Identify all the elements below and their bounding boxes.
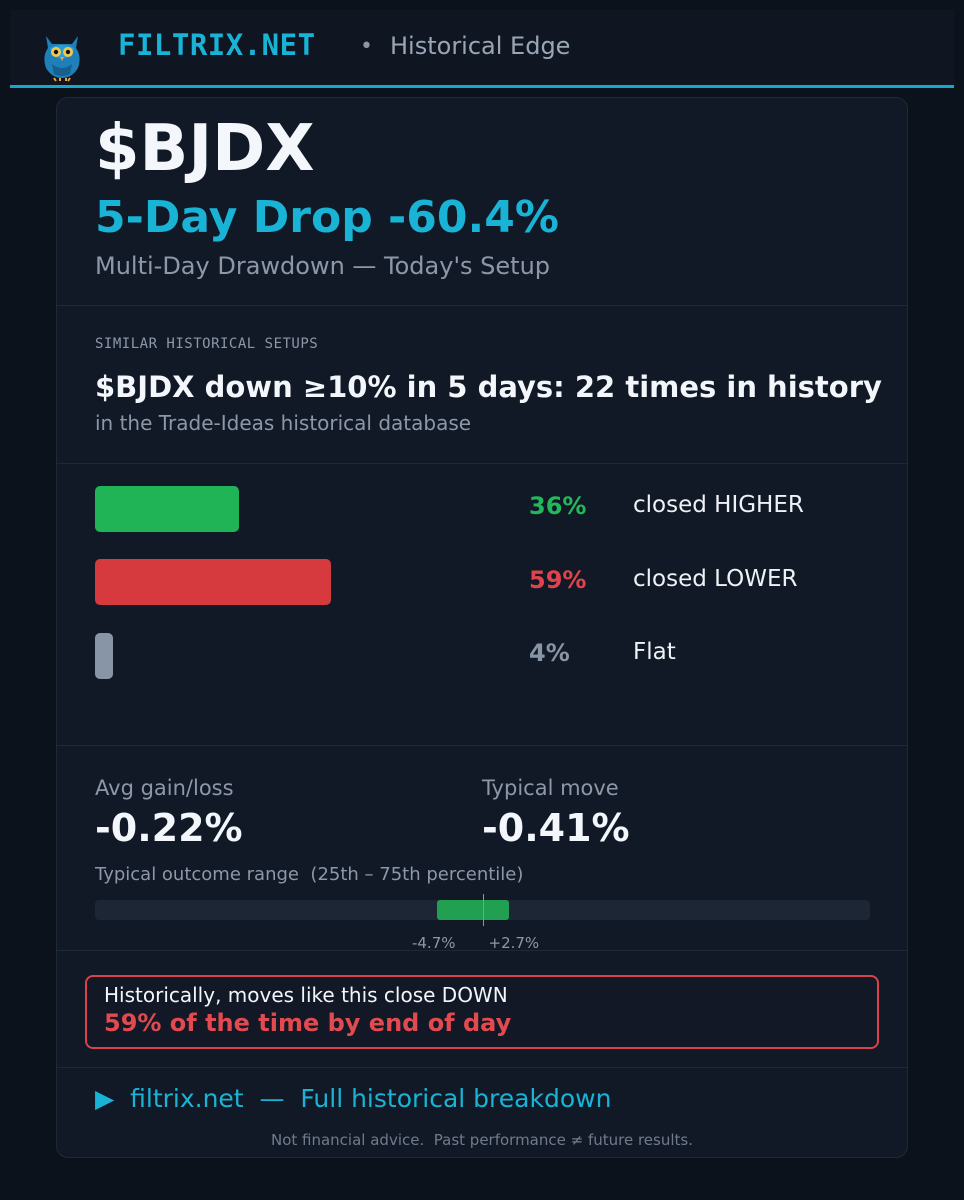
brand-separator: • — [360, 34, 373, 59]
typical-move-label: Typical move — [482, 776, 619, 800]
outcome-pct-flat: 4% — [529, 639, 570, 667]
range-high-label: +2.7% — [488, 934, 540, 952]
setup-card: $BJDX 5-Day Drop -60.4% Multi-Day Drawdo… — [56, 97, 908, 1158]
section-divider — [57, 745, 907, 746]
section-divider — [57, 305, 907, 306]
ticker-symbol: $BJDX — [95, 112, 315, 186]
disclaimer: Not financial advice. Past performance ≠… — [270, 1131, 693, 1149]
outcome-bar-flat — [95, 633, 113, 679]
outcome-pct-higher: 36% — [529, 492, 587, 520]
setup-subhead: Multi-Day Drawdown — Today's Setup — [95, 252, 551, 280]
owl-logo-icon — [38, 26, 86, 82]
section-divider — [57, 463, 907, 464]
section-label: SIMILAR HISTORICAL SETUPS — [95, 336, 319, 352]
top-bar: FILTRIX.NET • Historical Edge — [10, 10, 954, 88]
setup-headline: 5-Day Drop -60.4% — [95, 192, 559, 243]
avg-gain-label: Avg gain/loss — [95, 776, 234, 800]
callout-line1: Historically, moves like this close DOWN — [104, 983, 508, 1007]
avg-gain-value: -0.22% — [95, 806, 243, 850]
callout-line2: 59% of the time by end of day — [104, 1009, 512, 1037]
verdict-callout: Historically, moves like this close DOWN… — [85, 975, 879, 1049]
range-low-label: -4.7% — [411, 934, 456, 952]
range-fill — [436, 900, 509, 920]
section-divider — [57, 1067, 907, 1068]
similar-summary: $BJDX down ≥10% in 5 days: 22 times in h… — [95, 370, 882, 404]
section-divider — [57, 950, 907, 951]
brand-name[interactable]: FILTRIX.NET — [118, 28, 316, 62]
outcome-pct-lower: 59% — [529, 566, 587, 594]
range-label: Typical outcome range (25th – 75th perce… — [95, 864, 524, 885]
similar-source: in the Trade-Ideas historical database — [95, 411, 472, 435]
brand-subtitle: Historical Edge — [390, 32, 571, 60]
outcome-label-lower: closed LOWER — [633, 566, 798, 592]
outcome-bar-higher — [95, 486, 239, 532]
range-track — [95, 894, 870, 926]
outcome-bar-lower — [95, 559, 331, 605]
outcome-label-flat: Flat — [633, 639, 676, 665]
range-zero-marker — [482, 894, 484, 926]
full-breakdown-link[interactable]: ▶ filtrix.net — Full historical breakdow… — [95, 1084, 612, 1113]
typical-move-value: -0.41% — [482, 806, 630, 850]
outcome-label-higher: closed HIGHER — [633, 492, 804, 518]
